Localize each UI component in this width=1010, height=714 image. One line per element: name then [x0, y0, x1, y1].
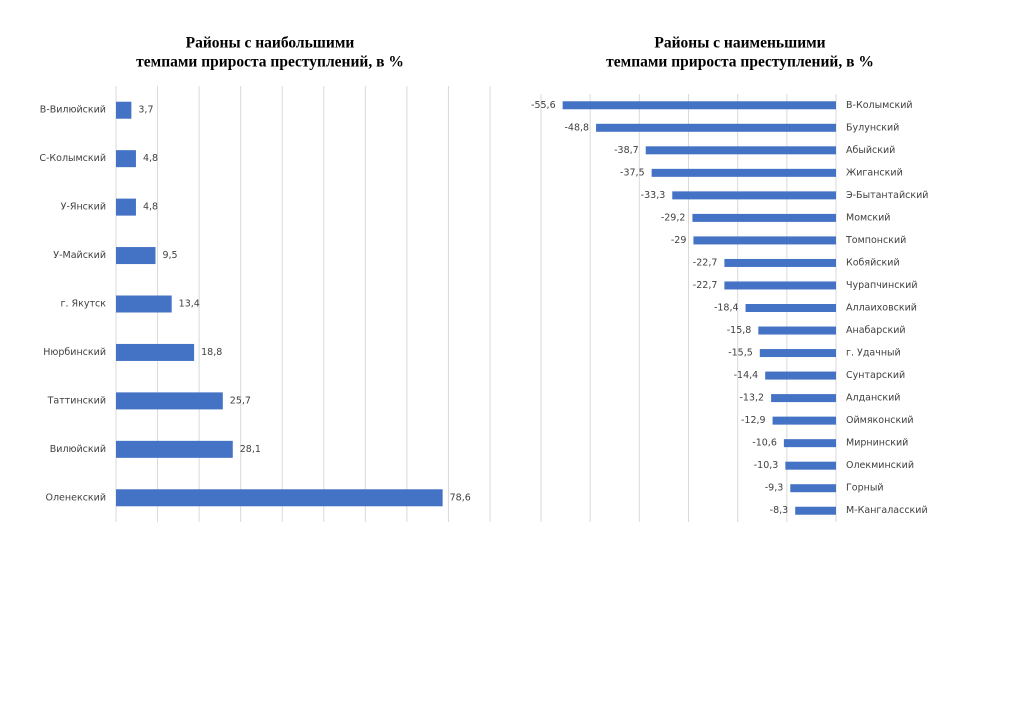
- bar: [116, 101, 132, 119]
- category-label: В-Колымский: [846, 100, 913, 111]
- value-label: 78,6: [450, 492, 471, 503]
- bar: [759, 349, 836, 358]
- value-label: -10,3: [754, 460, 779, 471]
- value-label: -10,6: [752, 438, 777, 449]
- category-label: Э-Бытантайский: [846, 190, 929, 201]
- category-label: Таттинский: [47, 395, 106, 406]
- value-label: -9,3: [765, 483, 784, 494]
- chart-title: темпами прироста преступлений, в %: [136, 54, 404, 71]
- value-label: 4,8: [143, 153, 158, 164]
- value-label: -15,5: [728, 348, 753, 359]
- bar: [116, 198, 136, 216]
- bar: [645, 146, 836, 155]
- bar: [724, 258, 836, 267]
- bar: [116, 247, 156, 265]
- bar: [116, 440, 233, 458]
- category-label: Горный: [846, 483, 884, 494]
- value-label: -29,2: [661, 212, 686, 223]
- category-label: Оймяконский: [846, 415, 914, 426]
- category-label: г. Якутск: [61, 299, 107, 310]
- value-label: -15,8: [727, 325, 752, 336]
- bar: [651, 168, 836, 177]
- value-label: -38,7: [614, 145, 639, 156]
- category-label: У-Майский: [53, 250, 106, 261]
- category-label: В-Вилюйский: [40, 105, 106, 116]
- bar: [116, 295, 172, 313]
- chart-title: Районы с наибольшими: [186, 35, 355, 52]
- bar: [765, 371, 836, 380]
- bar: [596, 123, 836, 132]
- category-label: Алданский: [846, 393, 900, 404]
- bar: [116, 392, 223, 410]
- bar: [724, 281, 836, 290]
- category-label: г. Удачный: [846, 348, 901, 359]
- value-label: 4,8: [143, 202, 158, 213]
- bar: [116, 489, 443, 507]
- category-label: Момский: [846, 212, 891, 223]
- bar: [771, 394, 836, 403]
- bar: [116, 343, 195, 361]
- value-label: 9,5: [162, 250, 177, 261]
- category-label: У-Янский: [61, 202, 106, 213]
- bar: [693, 236, 836, 245]
- category-label: С-Колымский: [39, 153, 106, 164]
- value-label: -48,8: [564, 122, 589, 133]
- category-label: Булунский: [846, 122, 899, 133]
- category-label: Кобяйский: [846, 257, 900, 268]
- value-label: -22,7: [693, 257, 718, 268]
- category-label: Жиганский: [846, 167, 903, 178]
- category-label: Томпонский: [845, 235, 906, 246]
- category-label: Олекминский: [846, 460, 914, 471]
- value-label: -22,7: [693, 280, 718, 291]
- category-label: Вилюйский: [50, 444, 106, 455]
- chart-title: темпами прироста преступлений, в %: [606, 54, 874, 71]
- bar: [745, 304, 836, 312]
- value-label: -12,9: [741, 415, 766, 426]
- value-label: -29: [671, 235, 687, 246]
- value-label: -8,3: [770, 505, 789, 516]
- bar: [562, 101, 836, 110]
- category-label: Нюрбинский: [43, 347, 106, 358]
- value-label: 13,4: [179, 299, 200, 310]
- bar: [790, 484, 836, 493]
- bar: [785, 461, 836, 470]
- category-label: М-Кангаласский: [846, 505, 928, 516]
- value-label: 3,7: [138, 105, 153, 116]
- value-label: 28,1: [240, 444, 261, 455]
- bar: [116, 150, 136, 168]
- bar: [772, 416, 836, 425]
- category-label: Мирнинский: [846, 438, 908, 449]
- value-label: -33,3: [641, 190, 666, 201]
- bar: [758, 326, 836, 335]
- category-label: Аллаиховский: [846, 303, 917, 314]
- value-label: 18,8: [201, 347, 222, 358]
- value-label: -14,4: [734, 370, 759, 381]
- value-label: 25,7: [230, 395, 251, 406]
- category-label: Анабарский: [846, 325, 906, 336]
- bar: [692, 213, 836, 222]
- value-label: -18,4: [714, 303, 739, 314]
- bar: [672, 191, 836, 200]
- chart-title: Районы с наименьшими: [654, 35, 825, 52]
- category-label: Оленекский: [46, 492, 107, 503]
- category-label: Абыйский: [846, 145, 895, 156]
- bar: [795, 506, 836, 515]
- category-label: Чурапчинский: [846, 280, 918, 291]
- value-label: -37,5: [620, 167, 645, 178]
- value-label: -55,6: [531, 100, 556, 111]
- bar: [783, 439, 836, 448]
- value-label: -13,2: [740, 393, 765, 404]
- category-label: Сунтарский: [846, 370, 905, 381]
